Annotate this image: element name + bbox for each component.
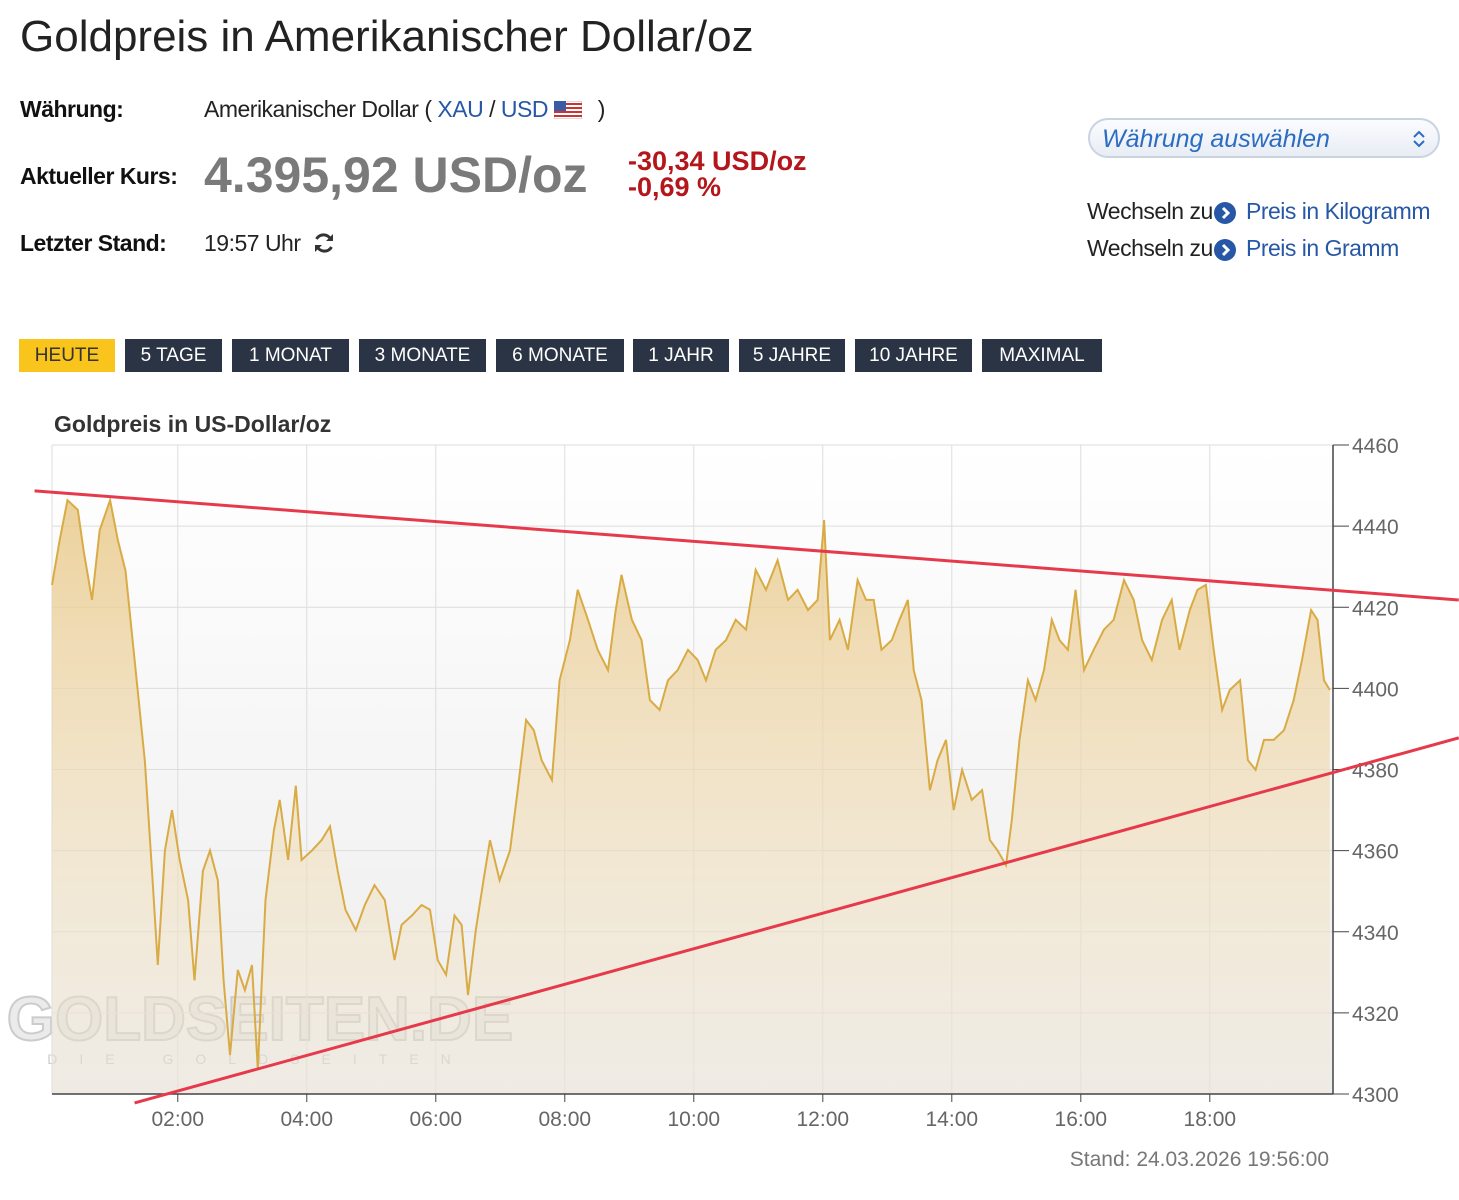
label: Letzter Stand: xyxy=(20,230,167,256)
link[interactable]: Preis in Kilogramm xyxy=(1246,198,1431,224)
link[interactable]: Preis in Gramm xyxy=(1246,235,1399,261)
flag-icon xyxy=(553,100,583,120)
text: ) xyxy=(597,96,606,122)
range-tab[interactable]: 5 TAGE xyxy=(125,339,222,372)
link-icon xyxy=(1214,202,1236,224)
range-tab[interactable]: 6 MONATE xyxy=(496,339,624,372)
text: / xyxy=(489,96,495,122)
range-tab[interactable]: 1 JAHR xyxy=(633,339,729,372)
x-tick-label: 08:00 xyxy=(539,1108,592,1131)
x-tick-label: 02:00 xyxy=(151,1108,204,1131)
x-tick-label: 18:00 xyxy=(1184,1108,1237,1131)
y-tick-label: 4440 xyxy=(1352,516,1399,539)
currency-select[interactable]: Währung auswählen xyxy=(1088,118,1440,158)
link-prefix: Wechseln zu xyxy=(1087,198,1213,224)
label: Währung: xyxy=(20,96,124,122)
line xyxy=(51,496,1331,1070)
trendline xyxy=(34,489,1459,602)
area xyxy=(52,500,1330,1094)
trendline xyxy=(134,736,1459,1105)
x-tick-label: 04:00 xyxy=(280,1108,333,1131)
chart: Goldpreis in US-Dollar/oz GOLDSEITEN.DED… xyxy=(6,411,1459,1171)
y-tick-label: 4360 xyxy=(1352,841,1399,864)
select-text: Währung auswählen xyxy=(1102,125,1330,153)
x-tick-label: 10:00 xyxy=(668,1108,721,1131)
range-tab[interactable]: 1 MONAT xyxy=(232,339,349,372)
change: -30,34 USD/oz xyxy=(628,146,807,176)
refresh-icon[interactable] xyxy=(312,231,336,255)
link[interactable]: USD xyxy=(500,96,549,122)
chart-footer: Stand: 24.03.2026 19:56:00 xyxy=(1070,1148,1329,1171)
currency: Amerikanischer Dollar ( XAU / USD ) xyxy=(204,96,605,123)
y-tick-label: 4320 xyxy=(1352,1003,1399,1026)
range-tab[interactable]: 5 JAHRE xyxy=(739,339,845,372)
chevron xyxy=(1221,243,1231,257)
change-pct: -0,69 % xyxy=(628,172,722,202)
x-tick-label: 14:00 xyxy=(926,1108,979,1131)
range-tab[interactable]: 10 JAHRE xyxy=(855,339,972,372)
y-tick-label: 4460 xyxy=(1352,435,1399,458)
range-tab[interactable]: MAXIMAL xyxy=(982,339,1102,372)
range-tab[interactable]: HEUTE xyxy=(19,339,115,372)
y-tick-label: 4420 xyxy=(1352,597,1399,620)
y-tick-label: 4380 xyxy=(1352,760,1399,783)
chevron xyxy=(1221,206,1231,220)
x-tick-label: 12:00 xyxy=(797,1108,850,1131)
link-prefix: Wechseln zu xyxy=(1087,235,1213,261)
y-tick-label: 4300 xyxy=(1352,1084,1399,1107)
label: Aktueller Kurs: xyxy=(20,163,178,189)
page-title: Goldpreis in Amerikanischer Dollar/oz xyxy=(20,12,754,61)
range-tab[interactable]: 3 MONATE xyxy=(359,339,486,372)
text: Amerikanischer Dollar ( xyxy=(204,96,432,122)
chart-title: Goldpreis in US-Dollar/oz xyxy=(54,411,331,437)
time: 19:57 Uhr xyxy=(204,230,301,256)
select-arrows xyxy=(1413,130,1425,148)
x-tick-label: 16:00 xyxy=(1055,1108,1108,1131)
link-icon xyxy=(1214,239,1236,261)
price: 4.395,92 USD/oz xyxy=(204,147,588,203)
x-tick-label: 06:00 xyxy=(410,1108,463,1131)
y-tick-label: 4400 xyxy=(1352,678,1399,701)
y-tick-label: 4340 xyxy=(1352,922,1399,945)
link[interactable]: XAU xyxy=(437,96,484,122)
